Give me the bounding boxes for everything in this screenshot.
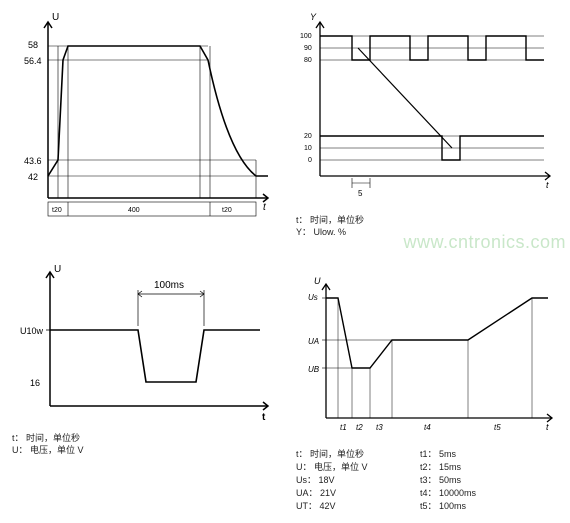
br-ylabel: U (314, 276, 321, 286)
bl-ylabel: U (54, 264, 61, 275)
chart-top-right: Y t 100 90 80 20 10 0 5 (292, 8, 562, 208)
br-t5: t5 (494, 423, 501, 432)
tl-dim2: 400 (128, 207, 140, 214)
tl-y42: 42 (28, 172, 38, 182)
tl-y436: 43.6 (24, 156, 42, 166)
tr-y10: 10 (304, 145, 312, 152)
tr-ylabel: Y (310, 12, 317, 22)
bl-ylow: U10w (20, 326, 44, 336)
tl-y564: 56.4 (24, 56, 42, 66)
tl-dim1: t20 (52, 207, 62, 214)
page-root: { "watermark": "www.cntronics.com", "cap… (0, 0, 570, 523)
br-t3: t3 (376, 423, 383, 432)
br-t2: t2 (356, 423, 363, 432)
tr-y20: 20 (304, 133, 312, 140)
tr-y90: 90 (304, 45, 312, 52)
caption-bl-u: U： 电压，单位 V (12, 444, 84, 457)
tr-x5: 5 (358, 189, 363, 198)
chart-bottom-left: U t U10w 16 100ms (8, 258, 280, 458)
br-xlabel: t (546, 422, 549, 432)
tl-dim3: t20 (222, 207, 232, 214)
watermark-text: www.cntronics.com (403, 232, 566, 253)
chart-bottom-right: U t Us UA UB t1 t2 t3 t4 t5 (292, 270, 564, 470)
br-ub: UB (308, 365, 320, 374)
bl-xlabel: t (262, 412, 266, 423)
tr-xlabel: t (546, 180, 549, 190)
br-us: Us (308, 293, 318, 302)
tr-y80: 80 (304, 57, 312, 64)
br-t4: t4 (424, 423, 431, 432)
br-ua: UA (308, 337, 319, 346)
tl-ylabel: U (52, 12, 59, 23)
caption-br-col1: t： 时间，单位秒 U： 电压，单位 V Us： 18V UA： 21V UT：… (296, 448, 368, 513)
tl-xlabel: t (263, 202, 267, 213)
tl-y58: 58 (28, 40, 38, 50)
caption-tr-y: Y： Ulow. % (296, 226, 346, 239)
tr-y0: 0 (308, 157, 312, 164)
chart-top-left: U t 58 56.4 43.6 42 t20 400 t20 (8, 8, 280, 242)
caption-br-col2: t1： 5ms t2： 15ms t3： 50ms t4： 10000ms t5… (420, 448, 476, 513)
bl-100ms: 100ms (154, 280, 184, 291)
tr-y100: 100 (300, 33, 312, 40)
bl-y16: 16 (30, 378, 40, 388)
br-t1: t1 (340, 423, 347, 432)
